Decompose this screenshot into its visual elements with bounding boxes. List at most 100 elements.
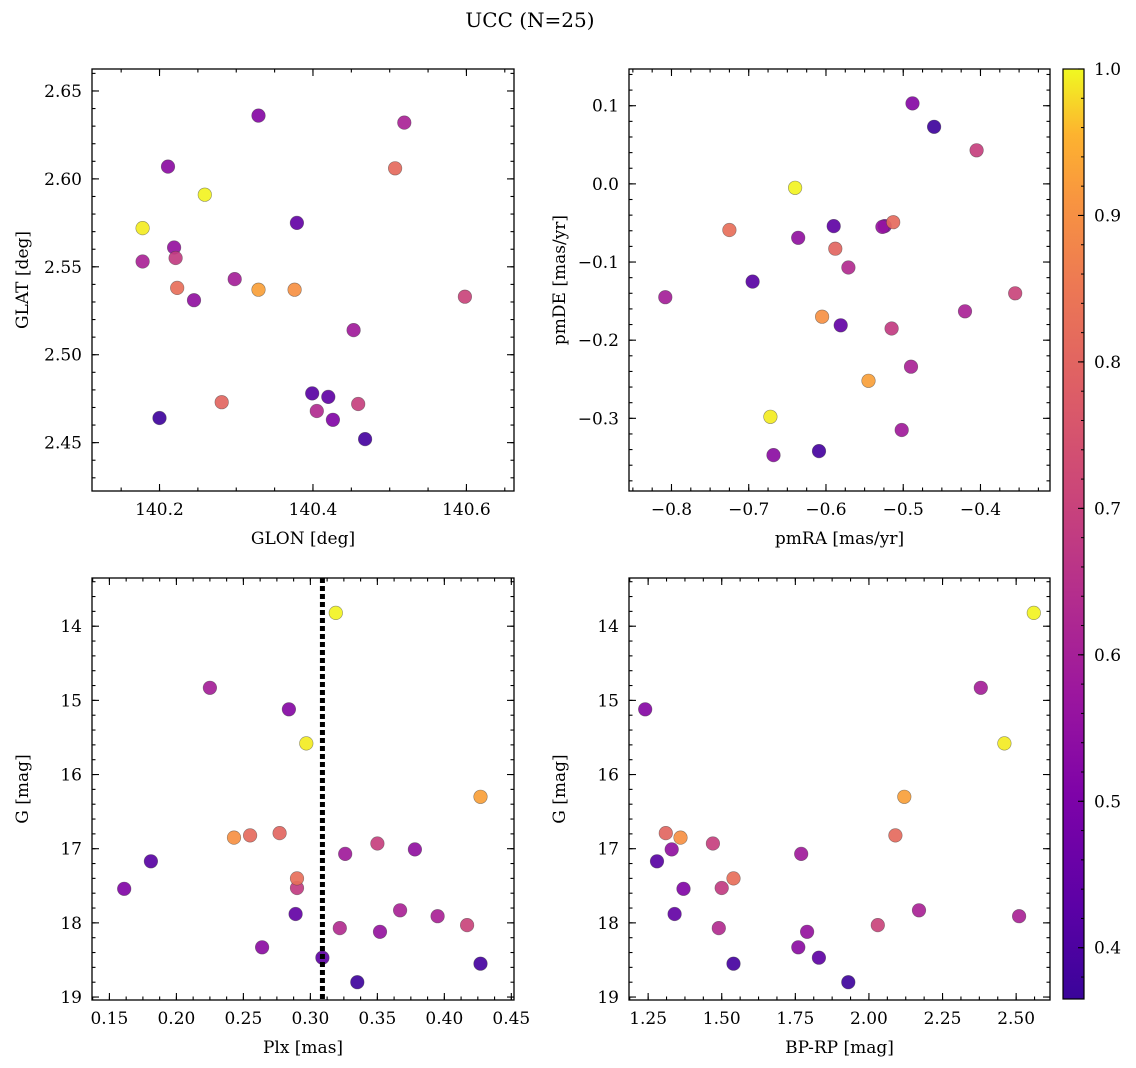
panel-plx-g: 0.15 0.20 0.25 0.30 0.35 0.40 0.45 14 15 16 17 18 19… (13, 577, 530, 1058)
scatter-point (299, 736, 314, 751)
scatter-point (791, 940, 806, 955)
y-tick-label: 15 (597, 691, 619, 711)
scatter-point (1008, 286, 1023, 301)
scatter-point (309, 403, 324, 419)
y-axis-label: pmDE [mas/yr] (550, 215, 570, 345)
scatter-point (457, 289, 473, 304)
scatter-point (214, 395, 229, 410)
scatter-point (649, 854, 665, 869)
scatter-point (243, 828, 258, 843)
y-tick-label: 16 (597, 766, 619, 786)
scatter-point (430, 909, 445, 924)
axes-frame (91, 577, 515, 1001)
x-tick-label: 2.00 (850, 1009, 888, 1029)
scatter-point (226, 830, 242, 845)
x-tick-label: −0.7 (728, 500, 769, 520)
ticks: 0.15 0.20 0.25 0.30 0.35 0.40 0.45 14 15 16 17 18 19 (60, 578, 530, 1029)
scatter-point (763, 409, 778, 424)
scatter-point (1011, 909, 1027, 924)
scatter-point (861, 373, 876, 388)
scatter-point (350, 975, 365, 990)
y-tick-label: 2.55 (44, 258, 82, 278)
y-tick-label: −0.3 (578, 409, 619, 429)
scatter-point (957, 304, 973, 319)
scatter-point (638, 702, 653, 717)
x-tick-label: 140.6 (442, 500, 491, 520)
x-axis-label: GLON [deg] (251, 529, 355, 549)
y-tick-label: 2.60 (44, 170, 82, 190)
y-tick-label: 0.1 (592, 97, 619, 117)
scatter-point (287, 282, 302, 297)
scatter-point (1026, 605, 1041, 621)
scatter-point (826, 219, 841, 234)
scatter-point (305, 386, 320, 401)
scatter-point (911, 903, 927, 918)
scatter-point (726, 956, 741, 971)
y-tick-label: 0.0 (592, 175, 619, 195)
x-axis-label: BP-RP [mag] (785, 1038, 894, 1058)
scatter-point (884, 321, 899, 336)
colorbar-tick-label: 1.0 (1094, 60, 1121, 80)
x-tick-label: 1.50 (703, 1009, 741, 1029)
scatter-point (841, 260, 856, 275)
scatter-point (135, 221, 150, 236)
panel-glon-glat: 140.2 140.4 140.6 2.45 2.50 2.55 2.60 2.65 GLON … (13, 68, 515, 549)
scatter-point (726, 871, 741, 886)
scatter-point (897, 789, 912, 804)
x-tick-label: −0.4 (960, 500, 1001, 520)
y-tick-label: 17 (597, 840, 619, 860)
scatter-point (811, 950, 827, 965)
scatter-point (152, 410, 167, 426)
points (638, 605, 1041, 990)
x-tick-label: 0.20 (157, 1009, 195, 1029)
scatter-point (288, 906, 303, 922)
scatter-point (393, 903, 408, 918)
colorbar-tick-label: 0.5 (1094, 792, 1121, 812)
y-tick-label: 18 (597, 914, 619, 934)
y-tick-label: 14 (597, 617, 619, 637)
scatter-point (664, 842, 679, 857)
scatter-point (799, 924, 815, 939)
y-tick-label: 14 (60, 617, 82, 637)
scatter-point (255, 940, 270, 955)
scatter-point (794, 846, 809, 862)
scatter-point (289, 215, 305, 230)
scatter-point (888, 828, 903, 843)
scatter-point (886, 215, 901, 230)
scatter-point (828, 241, 843, 256)
x-tick-label: 2.25 (924, 1009, 962, 1029)
scatter-point (281, 702, 297, 717)
scatter-point (397, 115, 412, 130)
axes-frame (628, 577, 1051, 1001)
scatter-point (325, 412, 341, 427)
scatter-point (186, 293, 202, 308)
x-tick-label: 140.2 (135, 500, 184, 520)
x-tick-label: 0.25 (224, 1009, 262, 1029)
scatter-point (997, 736, 1012, 751)
scatter-point (973, 680, 988, 695)
points (658, 96, 1023, 463)
axes-frame (91, 68, 515, 492)
scatter-point (473, 956, 488, 971)
ticks: 1.25 1.50 1.75 2.00 2.25 2.50 14 15 16 17 18 19 (597, 578, 1050, 1029)
scatter-point (272, 825, 287, 841)
x-tick-label: 140.4 (289, 500, 338, 520)
x-tick-label: 1.75 (776, 1009, 814, 1029)
scatter-point (705, 836, 721, 851)
x-tick-label: 2.50 (997, 1009, 1035, 1029)
x-axis-label: Plx [mas] (263, 1038, 343, 1058)
x-tick-label: −0.6 (805, 500, 846, 520)
scatter-point (143, 854, 158, 869)
x-tick-label: 0.45 (492, 1009, 530, 1029)
scatter-point (388, 161, 403, 176)
y-axis-label: GLAT [deg] (13, 231, 33, 329)
points (135, 108, 473, 447)
scatter-point (202, 680, 217, 695)
scatter-point (460, 917, 475, 933)
colorbar-gradient (1062, 68, 1085, 1000)
scatter-point (745, 274, 760, 289)
scatter-point (833, 318, 848, 333)
colorbar: 0.4 0.5 0.6 0.7 0.8 0.9 1.0 (1062, 60, 1121, 1000)
scatter-point (658, 290, 673, 305)
scatter-point (791, 230, 806, 245)
